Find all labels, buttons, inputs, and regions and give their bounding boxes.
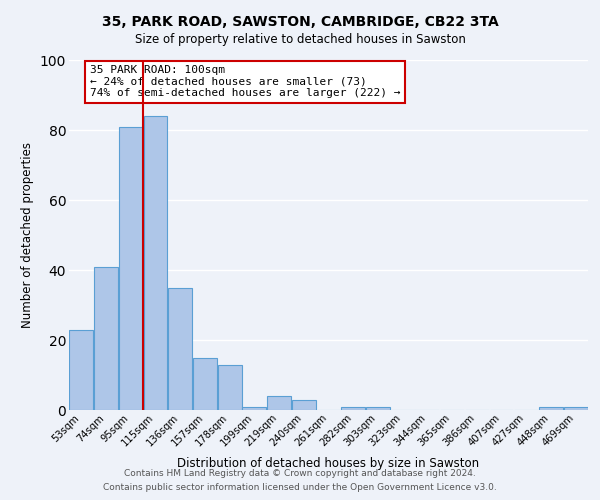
Bar (267, 396, 291, 410)
Bar (70, 330, 94, 410)
Bar (292, 400, 316, 410)
Bar (143, 116, 167, 410)
Bar (218, 364, 242, 410)
Bar (242, 406, 266, 410)
Bar (168, 288, 192, 410)
Text: 35, PARK ROAD, SAWSTON, CAMBRIDGE, CB22 3TA: 35, PARK ROAD, SAWSTON, CAMBRIDGE, CB22 … (101, 15, 499, 29)
Y-axis label: Number of detached properties: Number of detached properties (21, 142, 34, 328)
Text: Size of property relative to detached houses in Sawston: Size of property relative to detached ho… (134, 32, 466, 46)
Text: Contains public sector information licensed under the Open Government Licence v3: Contains public sector information licen… (103, 484, 497, 492)
Bar (563, 406, 587, 410)
Text: Contains HM Land Registry data © Crown copyright and database right 2024.: Contains HM Land Registry data © Crown c… (124, 468, 476, 477)
Bar (119, 126, 143, 410)
Bar (94, 266, 118, 410)
Bar (539, 406, 563, 410)
Bar (193, 358, 217, 410)
Text: 35 PARK ROAD: 100sqm
← 24% of detached houses are smaller (73)
74% of semi-detac: 35 PARK ROAD: 100sqm ← 24% of detached h… (90, 66, 400, 98)
Bar (341, 406, 365, 410)
Bar (366, 406, 390, 410)
X-axis label: Distribution of detached houses by size in Sawston: Distribution of detached houses by size … (178, 456, 479, 469)
